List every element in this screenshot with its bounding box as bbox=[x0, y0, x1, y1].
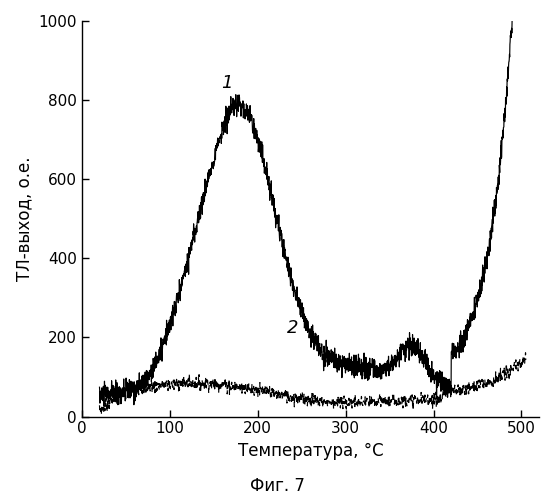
X-axis label: Температура, °C: Температура, °C bbox=[238, 442, 383, 460]
Y-axis label: ТЛ-выход, о.е.: ТЛ-выход, о.е. bbox=[15, 156, 33, 281]
Text: 2: 2 bbox=[287, 320, 299, 338]
Text: Фиг. 7: Фиг. 7 bbox=[249, 477, 305, 495]
Text: 1: 1 bbox=[221, 74, 233, 92]
